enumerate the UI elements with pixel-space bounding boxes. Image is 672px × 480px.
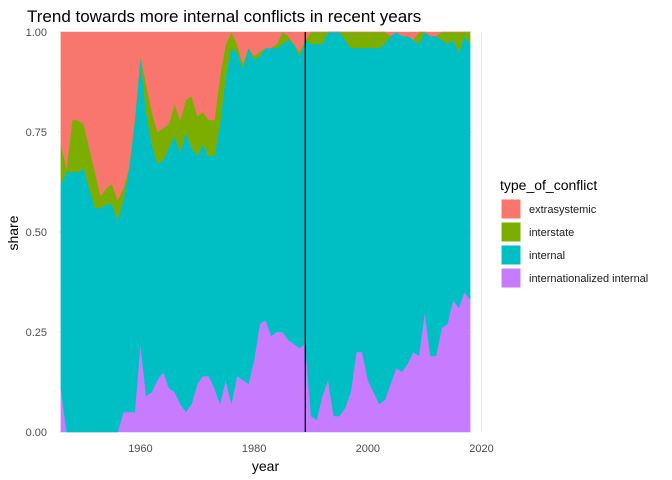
legend-swatch-interstate — [500, 221, 522, 243]
area-extrasystemic — [60, 31, 471, 201]
x-tick-label: 2000 — [356, 443, 380, 455]
legend-swatch-extrasystemic — [500, 198, 522, 220]
y-tick-label: 0.50 — [26, 227, 47, 239]
x-tick-label: 1960 — [128, 443, 152, 455]
legend: type_of_conflict extrasystemic interstate… — [500, 177, 648, 289]
y-tick-label: 1.00 — [26, 27, 47, 39]
y-tick-label: 0.75 — [26, 127, 47, 139]
x-axis-ticks: 1960 1980 2000 2020 — [128, 443, 494, 455]
chart-title: Trend towards more internal conflicts in… — [27, 7, 421, 26]
y-axis-title: share — [5, 215, 21, 250]
legend-label-interstate: interstate — [529, 227, 574, 239]
y-tick-label: 0.25 — [26, 327, 47, 339]
legend-label-extrasystemic: extrasystemic — [529, 204, 597, 216]
legend-swatch-internationalized-internal — [500, 267, 522, 289]
plot-areas — [60, 31, 471, 433]
x-tick-label: 2020 — [469, 443, 493, 455]
legend-label-internal: internal — [529, 250, 565, 262]
x-tick-label: 1980 — [242, 443, 266, 455]
legend-title: type_of_conflict — [500, 177, 597, 193]
y-tick-label: 0.00 — [26, 427, 47, 439]
y-axis-ticks: 0.00 0.25 0.50 0.75 1.00 — [26, 27, 47, 439]
x-axis-title: year — [252, 458, 280, 474]
legend-swatch-internal — [500, 244, 522, 266]
legend-label-internationalized-internal: internationalized internal — [529, 273, 648, 285]
